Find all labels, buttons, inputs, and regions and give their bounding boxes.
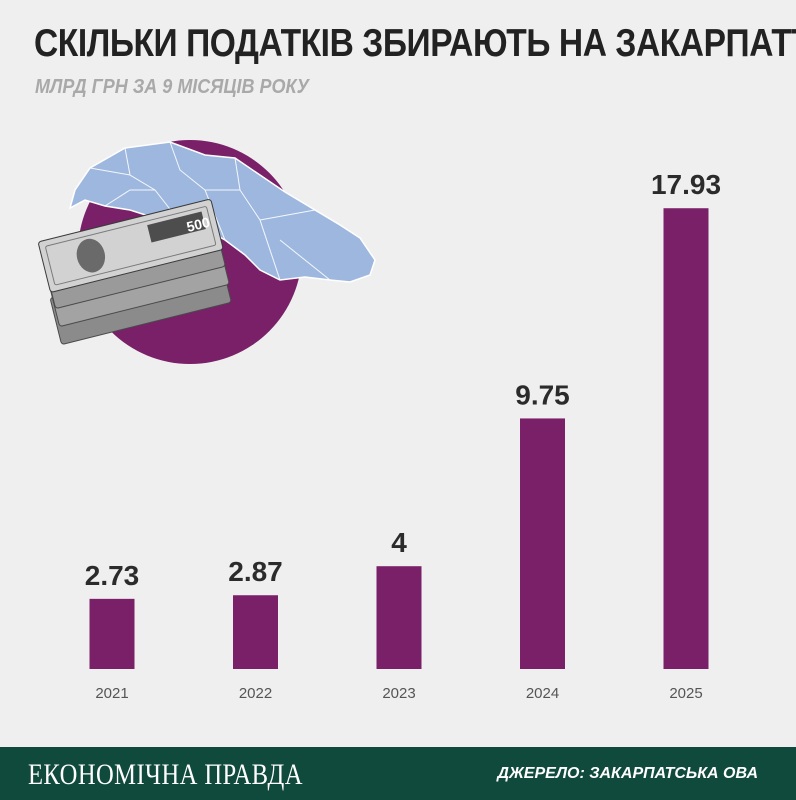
bar-2023 xyxy=(376,566,422,669)
x-tick-2023: 2023 xyxy=(382,685,415,702)
chart-title: СКІЛЬКИ ПОДАТКІВ ЗБИРАЮТЬ НА ЗАКАРПАТТІ xyxy=(34,22,796,65)
banknote-stack xyxy=(38,199,232,345)
region-map xyxy=(68,141,376,283)
source-note: ДЖЕРЕЛО: ЗАКАРПАТСЬКА ОВА xyxy=(497,765,758,782)
data-label-2022: 2.87 xyxy=(228,556,283,587)
x-tick-2025: 2025 xyxy=(669,685,702,702)
x-tick-2022: 2022 xyxy=(239,685,272,702)
footer: ЕКОНОМІЧНА ПРАВДА ДЖЕРЕЛО: ЗАКАРПАТСЬКА … xyxy=(0,747,796,800)
map-and-money-illustration: 500 xyxy=(38,140,376,364)
data-label-2024: 9.75 xyxy=(515,379,570,410)
data-label-2025: 17.93 xyxy=(651,169,721,200)
x-tick-2024: 2024 xyxy=(526,685,559,702)
brand-logo: ЕКОНОМІЧНА ПРАВДА xyxy=(28,758,303,791)
bar-2021 xyxy=(89,598,135,669)
data-label-2023: 4 xyxy=(391,527,407,558)
portrait-icon xyxy=(76,238,106,273)
data-label-2021: 2.73 xyxy=(85,560,140,591)
bar-2022 xyxy=(233,595,278,669)
banknote-denomination: 500 xyxy=(185,214,212,235)
bar-2024 xyxy=(520,418,565,669)
bar-2025 xyxy=(663,208,709,669)
bar-chart: 2.73 2021 2.87 2022 4 2023 9.75 2024 17.93 2025 xyxy=(85,169,721,702)
chart-subtitle: МЛРД ГРН ЗА 9 МІСЯЦІВ РОКУ xyxy=(35,76,309,98)
x-tick-2021: 2021 xyxy=(95,685,128,702)
